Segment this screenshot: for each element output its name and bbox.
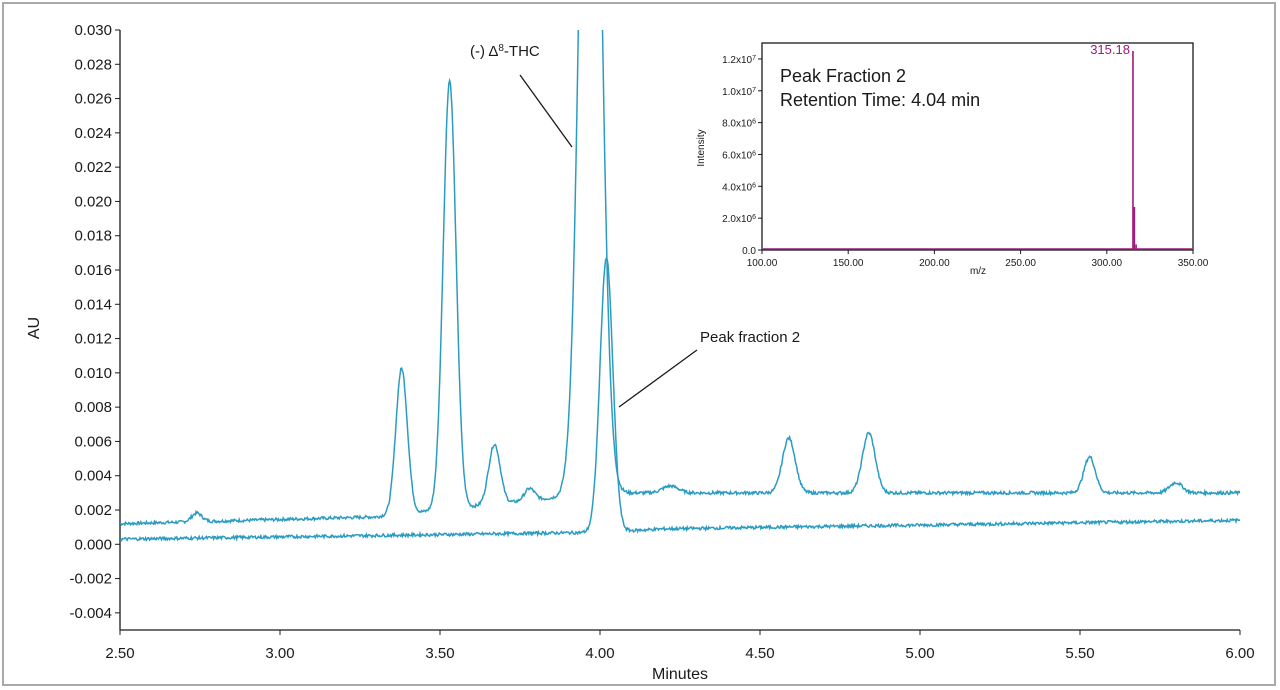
y-tick-label: 0.014 (74, 296, 112, 313)
annotation-peak-fraction-2: Peak fraction 2 (700, 329, 800, 346)
inset-x-tick-label: 200.00 (919, 258, 950, 269)
inset-x-tick-label: 100.00 (747, 258, 778, 269)
x-tick-label: 6.00 (1225, 645, 1254, 662)
inset-y-tick-label: 4.0x106 (722, 182, 756, 194)
y-tick-label: 0.000 (74, 536, 112, 553)
inset-y-tick-label: 2.0x106 (722, 214, 756, 226)
inset-y-axis-title: Intensity (696, 129, 707, 166)
inset-x-axis-title: m/z (970, 266, 986, 277)
annotation-delta8-thc-leader (519, 74, 573, 148)
inset-title: Peak Fraction 2 (780, 66, 906, 86)
y-tick-label: 0.008 (74, 399, 112, 416)
y-tick-label: 0.006 (74, 433, 112, 450)
y-tick-label: 0.010 (74, 365, 112, 382)
main-series (120, 30, 1240, 542)
y-tick-label: 0.030 (74, 22, 112, 39)
inset-mass-spectrum: 0.0 2.0x106 4.0x106 6.0x106 8.0x106 1.0x107 1.… (696, 42, 1209, 277)
y-tick-label: 0.016 (74, 262, 112, 279)
inset-y-tick-label: 0.0 (742, 246, 756, 257)
trace-series-1 (120, 30, 1240, 527)
x-tick-label: 4.00 (585, 645, 614, 662)
x-tick-label: 4.50 (745, 645, 774, 662)
y-tick-label: 0.024 (74, 125, 112, 142)
y-tick-label: 0.012 (74, 331, 112, 348)
inset-x-tick-label: 150.00 (833, 258, 864, 269)
x-tick-label: 3.00 (265, 645, 294, 662)
x-tick-label: 5.50 (1065, 645, 1094, 662)
y-tick-label: 0.002 (74, 502, 112, 519)
annotations: (-) Δ8-THC Peak fraction 2 (470, 43, 800, 408)
inset-y-tick-label: 8.0x106 (722, 118, 756, 130)
inset-y-tick-label: 1.0x107 (722, 86, 756, 98)
x-tick-label: 3.50 (425, 645, 454, 662)
inset-frame (761, 42, 1194, 251)
y-tick-label: 0.004 (74, 468, 112, 485)
inset-axes: 0.0 2.0x106 4.0x106 6.0x106 8.0x106 1.0x107 1.… (722, 54, 1209, 269)
inset-peak-label: 315.18 (1090, 42, 1130, 57)
inset-y-tick-label: 1.2x107 (722, 54, 756, 66)
x-tick-label: 5.00 (905, 645, 934, 662)
y-tick-label: -0.004 (69, 605, 112, 622)
trace-series-2 (120, 256, 1240, 542)
y-tick-label: 0.026 (74, 91, 112, 108)
inset-bars: 315.18 (763, 42, 1192, 250)
annotation-peak-fraction-2-leader (618, 349, 698, 408)
y-tick-label: 0.028 (74, 56, 112, 73)
y-tick-label: 0.018 (74, 228, 112, 245)
y-tick-label: -0.002 (69, 571, 112, 588)
y-tick-label: 0.022 (74, 159, 112, 176)
main-axes: -0.004 -0.002 0.000 0.002 0.004 0.006 0.008 0.0… (69, 22, 1254, 662)
inset-x-tick-label: 250.00 (1005, 258, 1036, 269)
inset-x-tick-label: 300.00 (1092, 258, 1123, 269)
y-axis-title: AU (26, 317, 43, 339)
annotation-delta8-thc: (-) Δ8-THC (470, 43, 540, 61)
inset-subtitle: Retention Time: 4.04 min (780, 90, 980, 110)
inset-y-tick-label: 6.0x106 (722, 150, 756, 162)
inset-x-tick-label: 350.00 (1178, 258, 1209, 269)
x-tick-label: 2.50 (105, 645, 134, 662)
x-axis-title: Minutes (652, 666, 708, 683)
y-tick-label: 0.020 (74, 193, 112, 210)
